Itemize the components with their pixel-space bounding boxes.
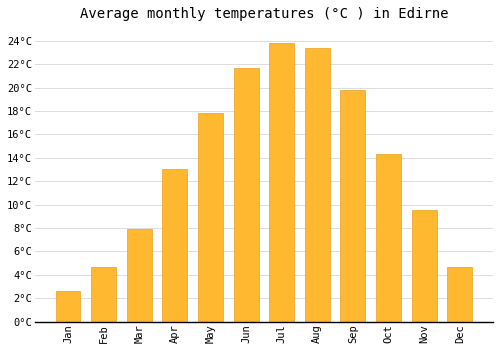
Bar: [56, 291, 80, 322]
Title: Average monthly temperatures (°C ) in Edirne: Average monthly temperatures (°C ) in Ed…: [80, 7, 448, 21]
Bar: [305, 48, 330, 322]
Bar: [269, 43, 294, 322]
Bar: [198, 113, 223, 322]
Bar: [127, 229, 152, 322]
Bar: [376, 154, 401, 322]
Bar: [91, 267, 116, 322]
Bar: [234, 68, 258, 322]
Bar: [412, 210, 436, 322]
Bar: [448, 267, 472, 322]
Bar: [162, 169, 188, 322]
Bar: [340, 90, 365, 322]
